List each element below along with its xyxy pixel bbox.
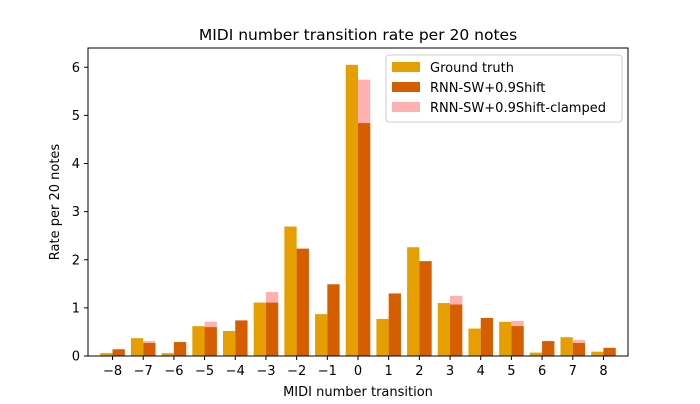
legend-label: RNN-SW+0.9Shift-clamped (430, 101, 606, 116)
legend-label: RNN-SW+0.9Shift (430, 81, 545, 96)
bar-series-0-13 (499, 321, 512, 356)
bars-group (100, 64, 616, 357)
bar-series-2-4 (235, 320, 248, 356)
x-tick-label: 8 (599, 364, 607, 379)
x-tick-label: −4 (226, 364, 245, 379)
bar-series-0-7 (315, 314, 328, 356)
bar-series-2-11 (450, 304, 463, 356)
y-tick-label: 2 (72, 253, 80, 268)
bar-series-0-0 (100, 353, 113, 356)
bar-series-2-13 (511, 326, 524, 356)
y-tick-label: 3 (72, 205, 80, 220)
y-tick-label: 6 (72, 61, 80, 76)
legend-swatch (392, 82, 420, 92)
x-tick-label: 3 (446, 364, 454, 379)
bar-series-0-16 (591, 351, 604, 356)
y-tick-label: 5 (72, 109, 80, 124)
x-tick-label: 0 (354, 364, 362, 379)
bar-series-2-12 (480, 317, 493, 356)
x-tick-label: 7 (569, 364, 577, 379)
bar-series-2-1 (143, 343, 156, 356)
x-axis-label: MIDI number transition (283, 385, 433, 400)
legend-box (385, 54, 623, 123)
bar-series-0-2 (161, 353, 174, 356)
x-tick-label: 1 (385, 364, 393, 379)
y-tick-label: 0 (72, 350, 80, 365)
bar-series-2-16 (603, 347, 616, 356)
bar-series-2-10 (419, 261, 432, 356)
y-tick-label: 4 (72, 157, 80, 172)
bar-series-0-1 (130, 338, 144, 356)
bar-series-2-7 (327, 284, 340, 356)
legend-swatch (392, 102, 420, 112)
x-tick-label: 2 (415, 364, 423, 379)
bar-series-0-12 (468, 328, 481, 356)
bar-series-0-8 (345, 64, 358, 356)
x-tick-label: 5 (507, 364, 515, 379)
bar-series-2-8 (358, 123, 371, 356)
legend: Ground truth RNN-SW+0.9Shift RNN-SW+0.9Shi… (385, 54, 623, 123)
bar-series-0-6 (284, 226, 297, 356)
x-tick-label: −8 (103, 364, 122, 379)
x-tick-label: −6 (164, 364, 183, 379)
x-tick-label: −3 (256, 364, 275, 379)
bar-series-2-3 (204, 327, 217, 357)
x-tick-label: −7 (134, 364, 153, 379)
bar-series-0-4 (223, 330, 236, 356)
bar-series-0-14 (529, 352, 543, 356)
bar-series-0-10 (407, 247, 420, 356)
x-tick-label: −2 (287, 364, 306, 379)
bar-series-0-3 (192, 326, 205, 356)
bar-series-0-15 (560, 337, 573, 356)
bar-series-0-11 (437, 303, 451, 356)
bar-series-2-5 (265, 302, 279, 356)
bar-series-2-9 (388, 293, 401, 356)
bar-series-2-6 (296, 248, 309, 356)
y-tick-label: 1 (72, 301, 80, 316)
x-tick-label: 4 (477, 364, 485, 379)
bar-series-0-5 (253, 302, 266, 356)
bar-series-2-15 (572, 343, 586, 356)
legend-swatch (392, 62, 420, 72)
x-tick-label: 6 (538, 364, 546, 379)
x-tick-label: −1 (318, 364, 337, 379)
bar-series-2-2 (173, 342, 187, 356)
x-tick-label: −5 (195, 364, 214, 379)
axes-group: −8 −7 −6 −5 −4 −3 −2 −1 0 1 2 3 4 5 6 7 8 0 1 2 3 4 5 6 (72, 47, 629, 379)
bar-series-2-0 (112, 349, 125, 356)
chart-title: MIDI number transition rate per 20 notes (199, 26, 517, 44)
y-axis-label: Rate per 20 notes (48, 144, 63, 261)
bar-series-0-9 (376, 318, 389, 356)
bar-series-2-14 (542, 341, 555, 356)
legend-label: Ground truth (430, 61, 514, 76)
